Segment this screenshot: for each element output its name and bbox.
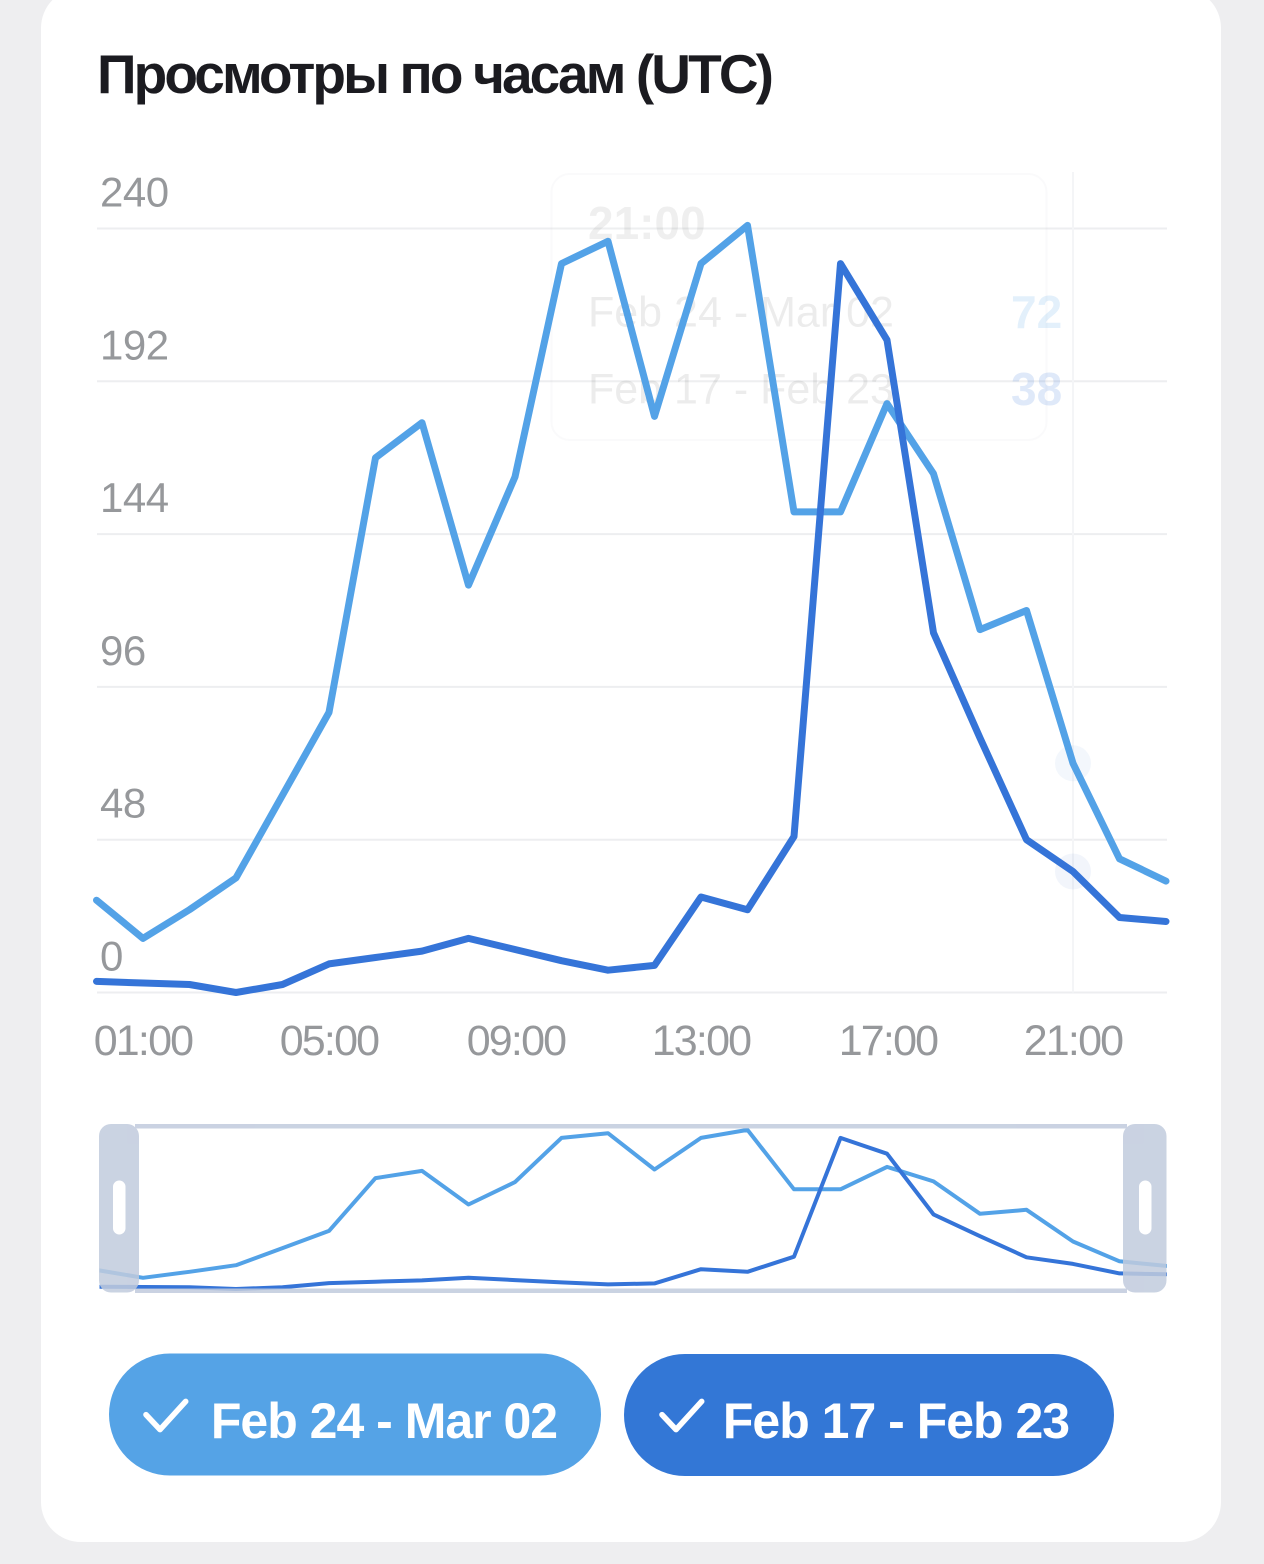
svg-text:Feb 17 - Feb 23: Feb 17 - Feb 23 <box>723 1393 1069 1449</box>
svg-text:38: 38 <box>1011 363 1062 415</box>
svg-text:0: 0 <box>100 933 123 980</box>
svg-text:144: 144 <box>100 474 169 521</box>
svg-text:01:00: 01:00 <box>94 1017 193 1065</box>
svg-text:48: 48 <box>100 780 146 827</box>
svg-text:72: 72 <box>1011 286 1062 338</box>
svg-text:Feb 24 - Mar 02: Feb 24 - Mar 02 <box>211 1393 557 1449</box>
svg-text:21:00: 21:00 <box>1024 1017 1123 1065</box>
svg-text:192: 192 <box>100 321 169 368</box>
svg-text:05:00: 05:00 <box>280 1017 379 1065</box>
svg-text:240: 240 <box>100 169 169 216</box>
svg-text:Feb 24 - Mar 02: Feb 24 - Mar 02 <box>588 289 894 337</box>
svg-text:09:00: 09:00 <box>467 1017 566 1065</box>
svg-text:Feb 17 - Feb 23: Feb 17 - Feb 23 <box>588 366 894 414</box>
svg-text:Просмотры по часам (UTC): Просмотры по часам (UTC) <box>97 43 772 105</box>
svg-text:96: 96 <box>100 627 146 674</box>
svg-text:17:00: 17:00 <box>839 1017 938 1065</box>
svg-text:13:00: 13:00 <box>652 1017 751 1065</box>
